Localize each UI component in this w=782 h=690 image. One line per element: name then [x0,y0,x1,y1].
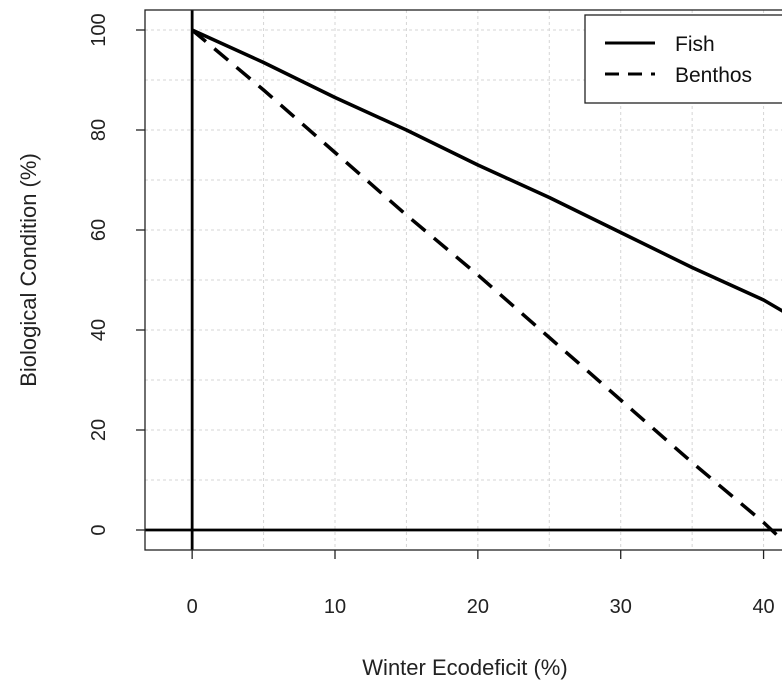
y-tick-label: 20 [88,419,110,441]
legend-label-fish: Fish [675,33,715,56]
y-tick-label: 80 [88,119,110,141]
plot-frame [144,9,782,551]
x-tick-label: 20 [467,596,489,618]
series-line-fish [191,28,782,313]
x-tick-label: 30 [610,596,632,618]
y-tick-label: 100 [88,13,110,46]
x-tick-label: 0 [187,596,198,618]
y-tick-label: 0 [88,524,110,535]
legend-label-benthos: Benthos [675,64,752,87]
series-line-benthos [190,28,782,543]
legend: Fish Benthos [584,14,782,104]
series-layer [190,28,782,543]
x-tick-label: 10 [324,596,346,618]
y-axis-title: Biological Condition (%) [16,153,41,387]
legend-box [584,14,782,104]
x-axis: 0 10 20 30 40 [187,550,775,618]
y-tick-label: 40 [88,319,110,341]
reference-lines [145,10,782,550]
x-tick-label: 40 [752,596,774,618]
y-tick-label: 60 [88,219,110,241]
x-axis-title: Winter Ecodeficit (%) [362,655,567,680]
y-axis: 0 20 40 60 80 100 [88,13,145,536]
